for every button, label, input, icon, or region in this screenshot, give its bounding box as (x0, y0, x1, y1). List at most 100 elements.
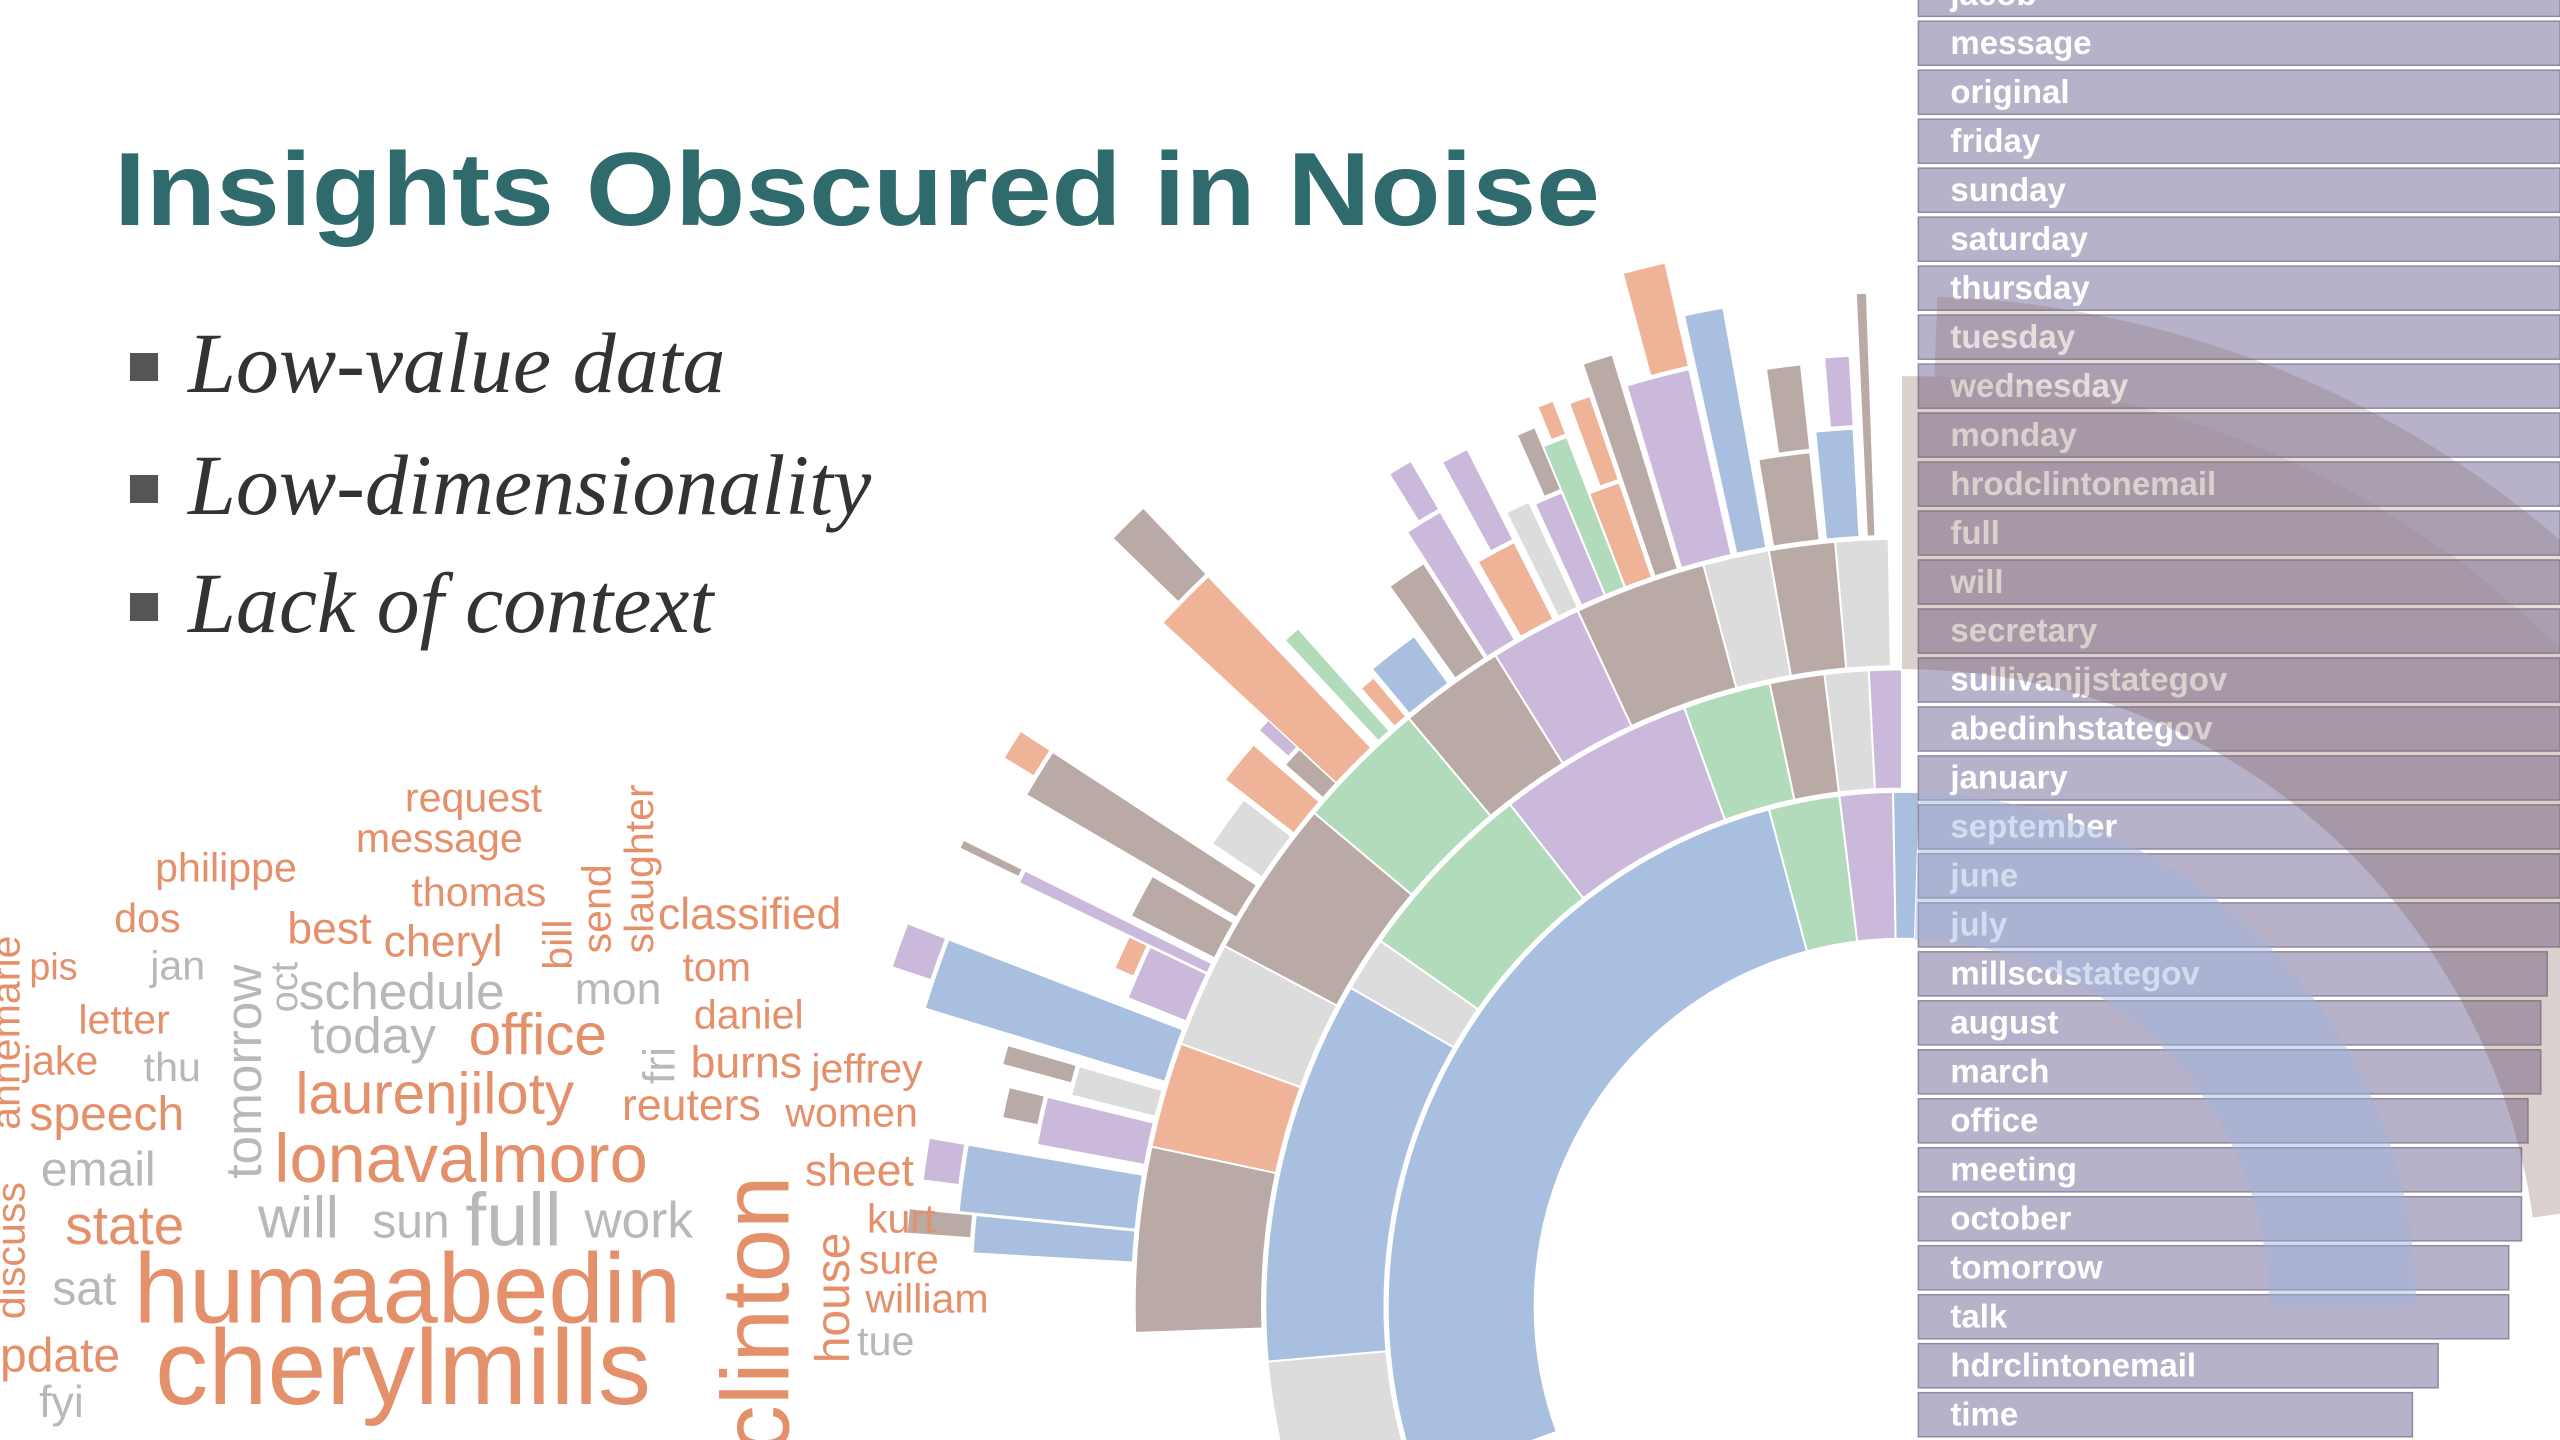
overlay-segment (1934, 296, 2560, 649)
sunburst-segment (924, 938, 1184, 1083)
sunburst-segment (959, 839, 1023, 878)
bar (1917, 216, 2560, 262)
sunburst-segment (1360, 676, 1408, 728)
sunburst-segment (1130, 875, 1235, 960)
word: humaabedin (134, 1233, 681, 1344)
sunburst-segment (1127, 946, 1208, 1023)
word: full (465, 1178, 561, 1262)
sunburst-segment (1682, 682, 1796, 822)
sunburst-segment (1003, 730, 1051, 777)
bullet-marker (130, 353, 158, 381)
sunburst-segment (1477, 541, 1555, 638)
bar-label: secretary (1950, 612, 2097, 649)
bar (1917, 118, 2560, 165)
sunburst-segment (1002, 1087, 1045, 1126)
word: jan (149, 943, 205, 989)
bar (1917, 461, 2560, 507)
word: dos (114, 895, 180, 941)
sunburst-segment (1025, 751, 1258, 919)
word: sure (859, 1236, 939, 1282)
bar-label: hrodclintonemail (1950, 465, 2216, 502)
word: clinton (703, 1176, 810, 1440)
sunburst-segment (1508, 706, 1727, 900)
sunburst-segment (1389, 460, 1440, 522)
word: burns (691, 1039, 802, 1088)
word: kurt (867, 1196, 936, 1242)
bar-label: will (1949, 563, 2003, 600)
word: mon (575, 965, 662, 1014)
word: sat (52, 1262, 116, 1315)
word: send (574, 864, 620, 953)
bar (1917, 412, 2560, 458)
word: slaughter (616, 784, 662, 953)
word: request (405, 774, 543, 820)
bar (1917, 1147, 2523, 1193)
sunburst-segment (1757, 451, 1821, 548)
sunburst-segment (1407, 653, 1565, 818)
sunburst-segment (1683, 307, 1767, 555)
bullet-marker (130, 475, 158, 503)
bar-label: august (1950, 1004, 2058, 1041)
word: office (469, 1003, 607, 1068)
sunburst-segment (1070, 1065, 1164, 1118)
sunburst-segment (1223, 811, 1414, 1008)
word: discuss (0, 1182, 33, 1319)
bar-label: june (1949, 857, 2018, 894)
sunburst-segment (1266, 1350, 1404, 1440)
word: thu (144, 1044, 201, 1090)
sunburst-segment (1702, 549, 1793, 690)
sunburst-segment (1284, 748, 1338, 799)
overlay-segment (1902, 376, 2560, 1218)
bar-label: sullivanjjstategov (1950, 661, 2228, 698)
overlay-segment (1914, 792, 2417, 1307)
word: pis (29, 946, 77, 988)
sunburst-segment (1150, 1042, 1302, 1175)
sunburst-segment (1537, 400, 1567, 441)
bar (1917, 363, 2560, 409)
bar-label: time (1950, 1395, 2018, 1432)
bar-label: office (1950, 1102, 2038, 1139)
sunburst-segment (1349, 939, 1480, 1049)
bar-label: meeting (1950, 1151, 2077, 1188)
word: sun (372, 1196, 449, 1249)
word: message (356, 815, 523, 861)
word: classified (658, 890, 841, 939)
bar (1917, 951, 2548, 997)
bar-label: tuesday (1950, 318, 2075, 355)
sunburst-segment (891, 923, 947, 981)
sunburst-segment (1494, 609, 1633, 765)
bullet: Low-value data (186, 315, 725, 411)
bar-label: october (1950, 1199, 2071, 1236)
word: cherylmills (155, 1308, 651, 1427)
sunburst-segment (1767, 540, 1848, 678)
bar-label: march (1950, 1053, 2049, 1090)
sunburst-segment (1441, 448, 1514, 552)
sunburst-segment (1516, 427, 1562, 498)
sunburst-segment (1036, 1096, 1155, 1166)
sunburst-segment (972, 1214, 1136, 1264)
sunburst-segment (1838, 790, 1897, 943)
sunburst-segment (1018, 869, 1213, 974)
word: laurenjiloty (296, 1061, 575, 1126)
sunburst-segment (1223, 743, 1321, 835)
slide-title: Insights Obscured in Noise (114, 132, 1600, 248)
bar-label: full (1950, 514, 1999, 551)
bar-label: original (1950, 73, 2069, 110)
sunburst-segment (1765, 364, 1811, 454)
sunburst-segment (1767, 794, 1859, 953)
sunburst-segment (1283, 627, 1391, 742)
sunburst-segment (1112, 507, 1207, 603)
sunburst-overlay (1902, 296, 2560, 1307)
word: oct (263, 961, 305, 1012)
sunburst-segment (1768, 673, 1841, 802)
sunburst-segment (1625, 368, 1733, 569)
bar-label: tomorrow (1950, 1248, 2102, 1285)
sunburst-segment (1371, 635, 1450, 715)
word: fri (635, 1047, 684, 1084)
word: fyi (39, 1378, 84, 1427)
word: sheet (805, 1146, 915, 1195)
word: annemarie (0, 935, 29, 1129)
sunburst-segment (1622, 262, 1689, 377)
